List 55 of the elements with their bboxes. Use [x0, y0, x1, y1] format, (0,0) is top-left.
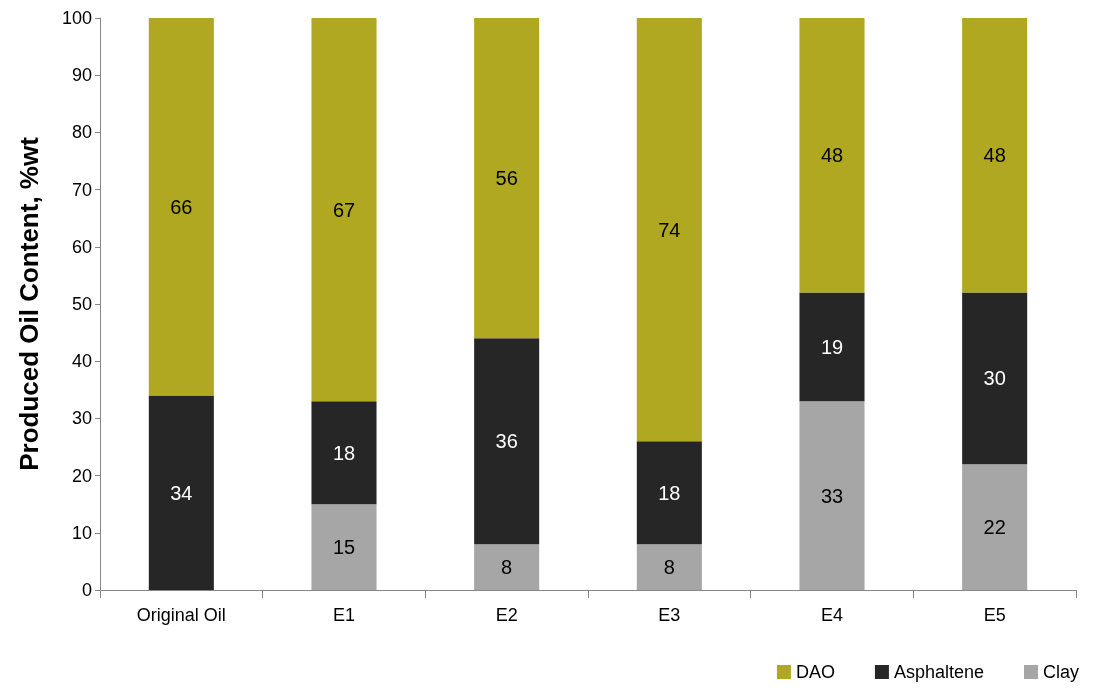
bar: [799, 292, 865, 402]
data-label: 48: [820, 144, 844, 167]
data-label: 67: [332, 198, 356, 221]
data-label: 15: [332, 536, 356, 559]
data-label: 19: [820, 335, 844, 358]
x-tick-label: Original Oil: [136, 605, 226, 625]
y-tick-label: 80: [71, 122, 92, 143]
data-label: 66: [170, 195, 193, 218]
y-tick-label: 10: [71, 522, 92, 543]
y-tick-label: 60: [71, 236, 92, 257]
data-label: 30: [983, 367, 1006, 390]
y-tick-label: 40: [71, 351, 92, 372]
bar: [636, 544, 702, 590]
y-tick-label: 90: [71, 65, 92, 86]
data-label: 48: [983, 144, 1006, 167]
bar: [311, 504, 377, 590]
bar: [799, 18, 865, 293]
y-tick-label: 100: [61, 8, 92, 28]
bar: [962, 292, 1028, 465]
data-label: 22: [983, 516, 1006, 539]
data-label: 34: [170, 481, 193, 504]
legend-label: DAO: [795, 662, 835, 682]
bar: [311, 18, 377, 402]
legend-label: Asphaltene: [893, 662, 984, 682]
y-tick-label: 30: [71, 408, 92, 429]
legend-label: Clay: [1042, 662, 1080, 682]
bar: [799, 401, 865, 590]
bar: [474, 338, 540, 545]
y-axis-title: Produced Oil Content, %wt: [14, 136, 44, 471]
data-label: 36: [495, 430, 518, 453]
y-tick-label: 70: [71, 179, 92, 200]
data-label: 8: [663, 556, 675, 579]
data-label: 18: [658, 481, 681, 504]
data-label: 8: [501, 556, 513, 579]
y-tick-label: 0: [81, 580, 92, 600]
data-label: 18: [332, 441, 356, 464]
x-tick-label: E5: [983, 605, 1006, 625]
bar: [148, 395, 214, 590]
data-label: 33: [820, 484, 844, 507]
bar: [148, 18, 214, 396]
y-tick-label: 20: [71, 465, 92, 486]
bar: [311, 401, 377, 505]
x-tick-label: E2: [495, 605, 518, 625]
bar: [636, 441, 702, 545]
bar: [962, 464, 1028, 590]
bar: [474, 18, 540, 339]
x-tick-label: E3: [658, 605, 681, 625]
bar: [962, 18, 1028, 293]
bar: [636, 18, 702, 442]
x-tick-label: E1: [332, 605, 356, 625]
x-tick-label: E4: [820, 605, 844, 625]
data-label: 56: [495, 167, 518, 190]
data-label: 74: [658, 218, 681, 241]
bar: [474, 544, 540, 590]
y-tick-label: 50: [71, 294, 92, 314]
